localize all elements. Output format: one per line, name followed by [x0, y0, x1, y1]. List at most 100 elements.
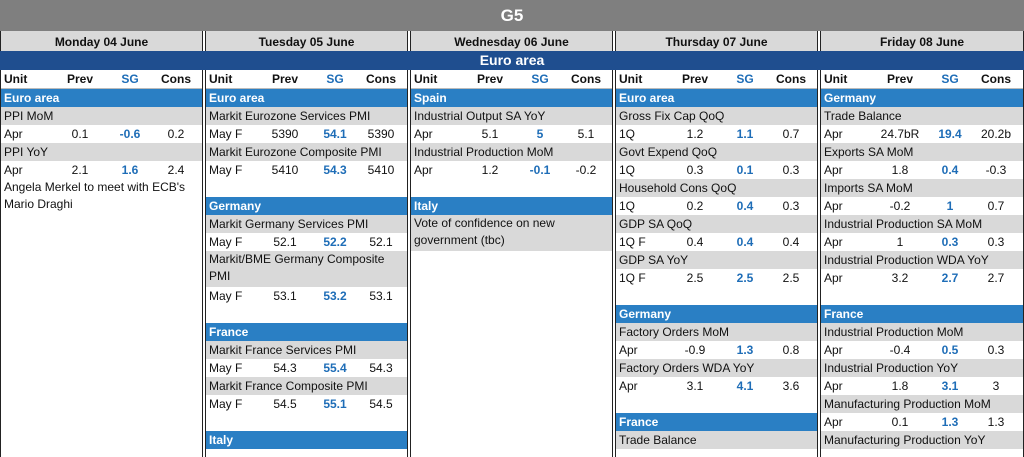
- unit-header: Unit: [414, 72, 438, 86]
- data-row: Apr 0.1 -0.6 0.2: [1, 125, 202, 143]
- indicator-name: Markit Germany Services PMI: [206, 215, 407, 233]
- region-section-header: Euro area: [616, 89, 817, 107]
- data-row: Apr 1.2 -0.1 -0.2: [411, 161, 612, 179]
- day-column: Wednesday 06 June Unit Prev SG Cons Spain Ind…: [410, 31, 613, 457]
- indicator-name: PPI MoM: [1, 107, 202, 125]
- cons-cell: 0.2: [167, 127, 185, 141]
- cons-cell: 3: [992, 379, 1000, 393]
- data-row: 1Q F 0.4 0.4 0.4: [616, 233, 817, 251]
- region-section-header: France: [821, 305, 1023, 323]
- prev-cell: 0.4: [686, 235, 704, 249]
- cons-cell: 2.4: [167, 163, 185, 177]
- data-row: Apr 3.1 4.1 3.6: [616, 377, 817, 395]
- indicator-name: GDP SA YoY: [616, 251, 817, 269]
- indicator-name: Markit France Composite PMI: [206, 377, 407, 395]
- data-row: Apr 1.8 0.4 -0.3: [821, 161, 1023, 179]
- region-section-header: Euro area: [1, 89, 202, 107]
- unit-cell: May F: [209, 361, 243, 375]
- indicator-name: Factory Orders WDA YoY: [616, 359, 817, 377]
- indicator-name: Industrial Production MoM: [821, 323, 1023, 341]
- prev-cell: 2.5: [686, 271, 704, 285]
- column-header-row: Unit Prev SG Cons: [1, 70, 202, 89]
- indicator-name: Industrial Production WDA YoY: [821, 251, 1023, 269]
- cons-cell: 0.8: [782, 343, 800, 357]
- day-body: Unit Prev SG Cons Euro area PPI MoM Apr 0.1 -0.6…: [1, 70, 202, 213]
- sg-forecast-cell: 2.7: [941, 271, 959, 285]
- data-row: Apr 1.8 3.1 3: [821, 377, 1023, 395]
- sg-forecast-cell: 55.4: [323, 361, 347, 375]
- prev-cell: 52.1: [273, 235, 297, 249]
- prev-cell: 0.2: [686, 199, 704, 213]
- day-body: Unit Prev SG Cons Spain Industrial Output SA …: [411, 70, 612, 251]
- spacer: [821, 287, 1023, 305]
- indicator-name: Manufacturing Production YoY: [821, 431, 1023, 449]
- spacer: [206, 179, 407, 197]
- sg-forecast-cell: -0.6: [119, 127, 141, 141]
- prev-cell: 24.7bR: [880, 127, 920, 141]
- prev-header: Prev: [476, 72, 504, 86]
- unit-cell: 1Q F: [619, 235, 646, 249]
- prev-cell: 5.1: [481, 127, 499, 141]
- unit-cell: Apr: [824, 127, 843, 141]
- prev-cell: 3.2: [891, 271, 909, 285]
- event-note: Angela Merkel to meet with ECB's Mario D…: [4, 180, 186, 211]
- indicator-name: Industrial Production MoM: [411, 143, 612, 161]
- sg-header: SG: [326, 72, 344, 86]
- sg-forecast-cell: 1.3: [941, 415, 959, 429]
- prev-cell: 1: [896, 235, 904, 249]
- prev-cell: 1.8: [891, 379, 909, 393]
- day-body: Unit Prev SG Cons Euro area Gross Fix Cap QoQ…: [616, 70, 817, 449]
- cons-cell: 0.3: [987, 343, 1005, 357]
- data-row: 1Q 1.2 1.1 0.7: [616, 125, 817, 143]
- region-section-header: Spain: [411, 89, 612, 107]
- unit-cell: Apr: [824, 235, 843, 249]
- sg-forecast-cell: 54.3: [323, 163, 347, 177]
- cons-cell: 0.4: [782, 235, 800, 249]
- prev-cell: 54.5: [273, 397, 297, 411]
- prev-header: Prev: [886, 72, 914, 86]
- data-row: 1Q 0.3 0.1 0.3: [616, 161, 817, 179]
- indicator-name: Industrial Output SA YoY: [411, 107, 612, 125]
- cons-cell: 3.6: [782, 379, 800, 393]
- data-row: Apr -0.9 1.3 0.8: [616, 341, 817, 359]
- cons-header: Cons: [366, 72, 396, 86]
- unit-header: Unit: [4, 72, 28, 86]
- cons-cell: 52.1: [369, 235, 393, 249]
- indicator-name: Industrial Production SA MoM: [821, 215, 1023, 233]
- sg-forecast-cell: 53.2: [323, 289, 347, 303]
- indicator-name: Exports SA MoM: [821, 143, 1023, 161]
- indicator-name: Markit France Services PMI: [206, 341, 407, 359]
- prev-header: Prev: [66, 72, 94, 86]
- unit-cell: 1Q: [619, 127, 636, 141]
- unit-cell: 1Q: [619, 163, 636, 177]
- prev-cell: 3.1: [686, 379, 704, 393]
- data-row: May F 5410 54.3 5410: [206, 161, 407, 179]
- data-row: Apr 5.1 5 5.1: [411, 125, 612, 143]
- cons-cell: 0.3: [782, 163, 800, 177]
- sg-forecast-cell: 2.5: [736, 271, 754, 285]
- spacer: [206, 413, 407, 431]
- indicator-name: Markit Eurozone Services PMI: [206, 107, 407, 125]
- sg-forecast-cell: 0.4: [736, 199, 754, 213]
- sg-forecast-cell: 4.1: [736, 379, 754, 393]
- unit-cell: 1Q: [619, 199, 636, 213]
- sg-header: SG: [736, 72, 754, 86]
- unit-header: Unit: [619, 72, 643, 86]
- sg-header: SG: [941, 72, 959, 86]
- data-row: Apr 1 0.3 0.3: [821, 233, 1023, 251]
- data-row: 1Q F 2.5 2.5 2.5: [616, 269, 817, 287]
- page-title: G5: [0, 0, 1024, 31]
- unit-header: Unit: [209, 72, 233, 86]
- spacer: [206, 305, 407, 323]
- sg-forecast-cell: 52.2: [323, 235, 347, 249]
- indicator-name: Factory Orders MoM: [616, 323, 817, 341]
- prev-cell: -0.4: [889, 343, 911, 357]
- unit-cell: Apr: [4, 127, 23, 141]
- indicator-name: Manufacturing Production MoM: [821, 395, 1023, 413]
- unit-cell: Apr: [619, 379, 638, 393]
- data-row: Apr 3.2 2.7 2.7: [821, 269, 1023, 287]
- sg-forecast-cell: 3.1: [941, 379, 959, 393]
- region-section-header: Italy: [206, 431, 407, 449]
- unit-cell: May F: [209, 163, 243, 177]
- unit-cell: Apr: [414, 163, 433, 177]
